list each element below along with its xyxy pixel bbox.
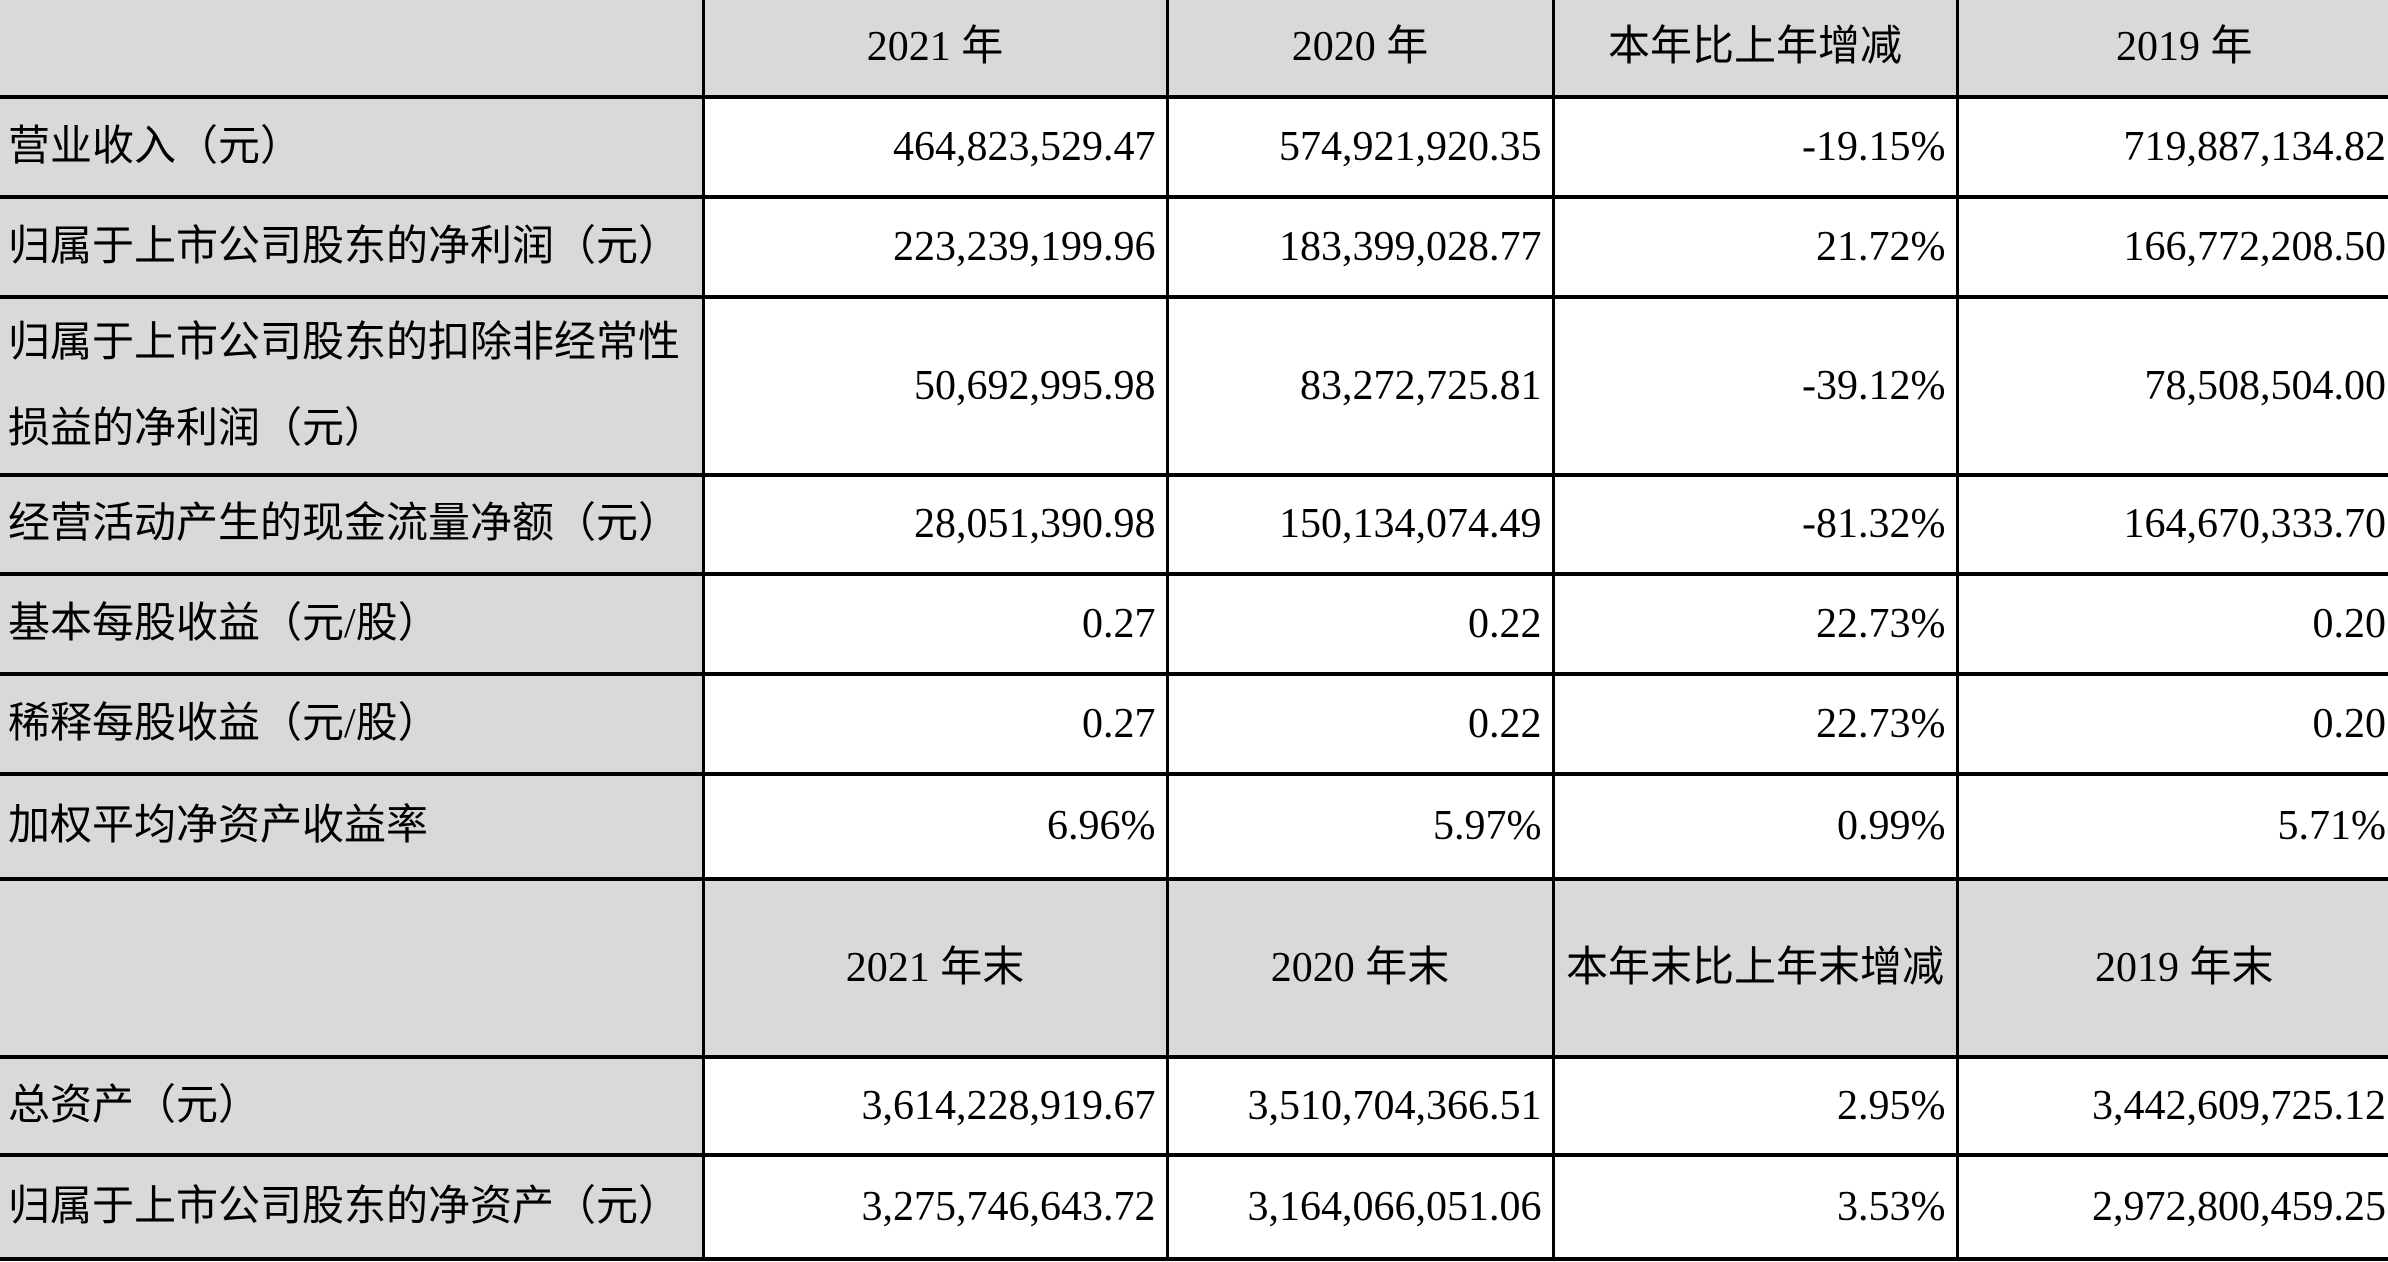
cell-change: -81.32% — [1551, 475, 1957, 574]
cell-2020: 3,510,704,366.51 — [1165, 1057, 1553, 1155]
cell-2019: 78,508,504.00 — [1955, 297, 2388, 475]
cell-2019: 2,972,800,459.25 — [1955, 1155, 2388, 1259]
row-label: 归属于上市公司股东的扣除非经常性损益的净利润（元） — [0, 297, 703, 475]
col-header-2020-yearend: 2020 年末 — [1165, 879, 1553, 1057]
cell-2021: 0.27 — [701, 574, 1167, 674]
table-row-net-profit: 归属于上市公司股东的净利润（元） 223,239,199.96 183,399,… — [0, 197, 2388, 297]
row-label: 营业收入（元） — [0, 97, 703, 197]
cell-2019: 5.71% — [1955, 774, 2388, 879]
col-header-yoy-change: 本年比上年增减 — [1551, 0, 1957, 97]
header-empty-cell — [0, 0, 703, 97]
row-label: 稀释每股收益（元/股） — [0, 674, 703, 774]
table-row-operating-cash-flow: 经营活动产生的现金流量净额（元） 28,051,390.98 150,134,0… — [0, 475, 2388, 574]
cell-2021: 6.96% — [701, 774, 1167, 879]
cell-2021: 50,692,995.98 — [701, 297, 1167, 475]
cell-2020: 0.22 — [1165, 674, 1553, 774]
header-row-annual: 2021 年 2020 年 本年比上年增减 2019 年 — [0, 0, 2388, 97]
cell-2020: 150,134,074.49 — [1165, 475, 1553, 574]
table-row-weighted-avg-roe: 加权平均净资产收益率 6.96% 5.97% 0.99% 5.71% — [0, 774, 2388, 879]
row-label: 归属于上市公司股东的净资产（元） — [0, 1155, 703, 1259]
cell-2020: 83,272,725.81 — [1165, 297, 1553, 475]
cell-2019: 0.20 — [1955, 674, 2388, 774]
col-header-yearend-change: 本年末比上年末增减 — [1551, 879, 1957, 1057]
table-row-net-assets: 归属于上市公司股东的净资产（元） 3,275,746,643.72 3,164,… — [0, 1155, 2388, 1259]
cell-2021: 0.27 — [701, 674, 1167, 774]
header-empty-cell — [0, 879, 703, 1057]
cell-change: 0.99% — [1551, 774, 1957, 879]
row-label: 总资产（元） — [0, 1057, 703, 1155]
col-header-2020: 2020 年 — [1165, 0, 1553, 97]
cell-change: 21.72% — [1551, 197, 1957, 297]
cell-2019: 164,670,333.70 — [1955, 475, 2388, 574]
cell-change: -19.15% — [1551, 97, 1957, 197]
cell-2021: 223,239,199.96 — [701, 197, 1167, 297]
table-row-basic-eps: 基本每股收益（元/股） 0.27 0.22 22.73% 0.20 — [0, 574, 2388, 674]
cell-2020: 183,399,028.77 — [1165, 197, 1553, 297]
cell-change: 22.73% — [1551, 574, 1957, 674]
cell-2021: 28,051,390.98 — [701, 475, 1167, 574]
cell-2019: 3,442,609,725.12 — [1955, 1057, 2388, 1155]
cell-2020: 0.22 — [1165, 574, 1553, 674]
col-header-2021-yearend: 2021 年末 — [701, 879, 1167, 1057]
cell-change: 22.73% — [1551, 674, 1957, 774]
cell-change: -39.12% — [1551, 297, 1957, 475]
cell-2019: 0.20 — [1955, 574, 2388, 674]
row-label: 归属于上市公司股东的净利润（元） — [0, 197, 703, 297]
cell-change: 2.95% — [1551, 1057, 1957, 1155]
table-row-diluted-eps: 稀释每股收益（元/股） 0.27 0.22 22.73% 0.20 — [0, 674, 2388, 774]
cell-2019: 719,887,134.82 — [1955, 97, 2388, 197]
cell-2021: 464,823,529.47 — [701, 97, 1167, 197]
cell-2021: 3,614,228,919.67 — [701, 1057, 1167, 1155]
table-row-net-profit-deducted: 归属于上市公司股东的扣除非经常性损益的净利润（元） 50,692,995.98 … — [0, 297, 2388, 475]
row-label: 基本每股收益（元/股） — [0, 574, 703, 674]
row-label: 加权平均净资产收益率 — [0, 774, 703, 879]
cell-change: 3.53% — [1551, 1155, 1957, 1259]
col-header-2019-yearend: 2019 年末 — [1955, 879, 2388, 1057]
cell-2020: 574,921,920.35 — [1165, 97, 1553, 197]
col-header-2019: 2019 年 — [1955, 0, 2388, 97]
table-row-total-assets: 总资产（元） 3,614,228,919.67 3,510,704,366.51… — [0, 1057, 2388, 1155]
cell-2020: 3,164,066,051.06 — [1165, 1155, 1553, 1259]
cell-2021: 3,275,746,643.72 — [701, 1155, 1167, 1259]
row-label: 经营活动产生的现金流量净额（元） — [0, 475, 703, 574]
cell-2020: 5.97% — [1165, 774, 1553, 879]
cell-2019: 166,772,208.50 — [1955, 197, 2388, 297]
table-row-revenue: 营业收入（元） 464,823,529.47 574,921,920.35 -1… — [0, 97, 2388, 197]
header-row-yearend: 2021 年末 2020 年末 本年末比上年末增减 2019 年末 — [0, 879, 2388, 1057]
col-header-2021: 2021 年 — [701, 0, 1167, 97]
